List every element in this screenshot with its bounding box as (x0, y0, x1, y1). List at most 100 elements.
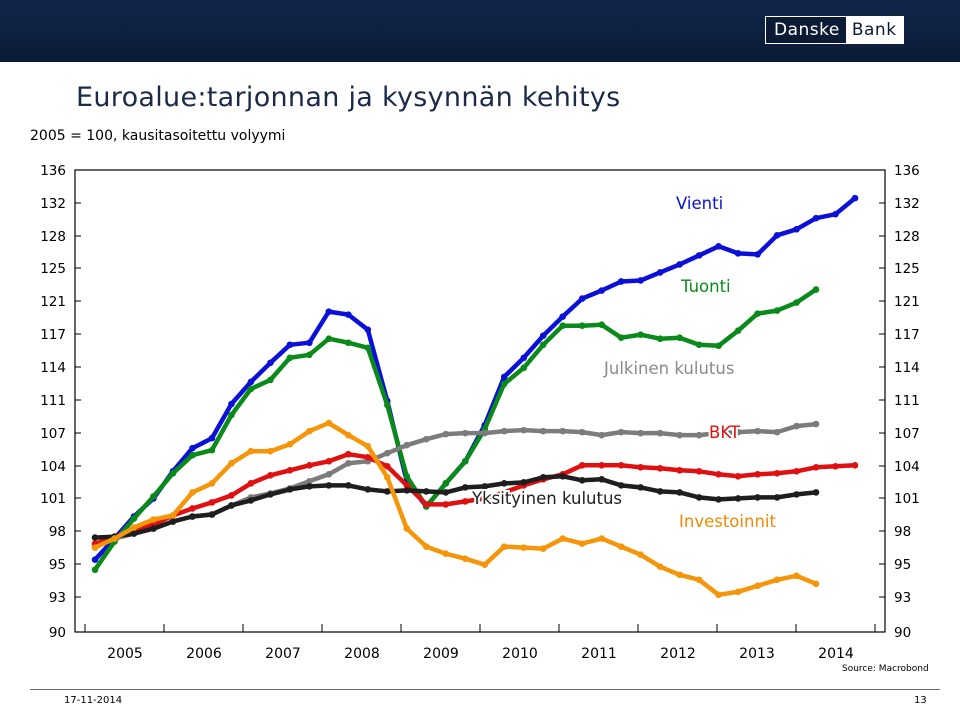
data-point-yksityinen-kulutus (189, 513, 196, 520)
x-tick-label: 2010 (502, 646, 538, 662)
data-point-bkt (832, 462, 839, 470)
data-point-investoinnit (306, 427, 313, 435)
y-tick-label-left: 136 (40, 163, 66, 179)
data-point-tuonti (189, 451, 196, 459)
data-point-tuonti (812, 286, 820, 293)
data-point-investoinnit (150, 516, 157, 523)
data-point-julkinen-kulutus (442, 430, 450, 438)
data-point-bkt (812, 463, 820, 471)
data-point-investoinnit (773, 576, 781, 584)
data-point-tuonti (500, 380, 508, 388)
series-annotation-yksityinen-kulutus: Yksityinen kulutus (471, 489, 622, 508)
data-point-investoinnit (461, 555, 469, 562)
data-point-julkinen-kulutus (715, 429, 722, 437)
data-point-bkt (461, 498, 469, 505)
data-point-investoinnit (364, 442, 372, 450)
data-point-tuonti (247, 385, 255, 393)
data-point-tuonti (228, 411, 235, 419)
data-point-tuonti (715, 342, 722, 350)
data-point-tuonti (442, 480, 450, 487)
data-point-investoinnit (812, 580, 820, 588)
data-point-bkt (676, 467, 683, 474)
data-point-julkinen-kulutus (598, 431, 605, 439)
data-point-tuonti (325, 335, 333, 343)
x-tick-label: 2008 (344, 646, 380, 662)
data-point-tuonti (286, 354, 294, 362)
data-point-investoinnit (520, 544, 528, 551)
x-tick-label: 2007 (265, 646, 301, 662)
data-point-julkinen-kulutus (384, 449, 391, 457)
data-point-vienti (578, 295, 586, 302)
brand-part1: Danske (766, 17, 846, 43)
data-point-julkinen-kulutus (793, 422, 800, 430)
data-point-bkt (384, 462, 391, 470)
data-point-yksityinen-kulutus (481, 483, 489, 490)
data-point-investoinnit (208, 480, 216, 487)
data-point-bkt (695, 468, 703, 475)
data-point-bkt (773, 470, 781, 477)
data-point-julkinen-kulutus (345, 459, 352, 467)
footer-divider (30, 689, 940, 690)
data-point-yksityinen-kulutus (228, 502, 235, 509)
data-point-yksityinen-kulutus (715, 496, 722, 503)
y-tick-label-left: 93 (49, 590, 66, 606)
series-annotation-investoinnit: Investoinnit (679, 512, 776, 531)
data-point-investoinnit (656, 563, 664, 571)
data-point-tuonti (773, 307, 781, 314)
data-point-vienti (656, 269, 664, 276)
data-point-yksityinen-kulutus (91, 534, 99, 541)
data-point-bkt (189, 505, 196, 512)
data-point-vienti (676, 261, 683, 268)
y-tick-label-left: 128 (40, 229, 66, 245)
data-point-investoinnit (481, 561, 489, 569)
data-point-julkinen-kulutus (481, 429, 489, 437)
data-point-vienti (812, 214, 820, 222)
data-point-yksityinen-kulutus (754, 494, 761, 501)
series-annotation-tuonti: Tuonti (680, 277, 731, 296)
data-point-tuonti (559, 322, 566, 329)
data-point-bkt (286, 467, 294, 474)
data-point-tuonti (754, 310, 761, 317)
series-line-tuonti (92, 287, 819, 572)
data-point-investoinnit (793, 572, 800, 580)
data-point-vienti (286, 341, 294, 349)
series-annotation-vienti: Vienti (676, 194, 723, 213)
y-tick-label-right: 104 (894, 459, 920, 475)
data-point-investoinnit (598, 535, 605, 542)
data-point-yksityinen-kulutus (130, 530, 138, 537)
data-point-bkt (228, 492, 235, 499)
y-tick-label-left: 101 (40, 491, 66, 507)
data-point-bkt (345, 450, 352, 458)
data-point-julkinen-kulutus (422, 435, 430, 443)
data-point-yksityinen-kulutus (306, 483, 313, 490)
data-point-bkt (598, 461, 605, 469)
data-point-vienti (793, 225, 800, 233)
data-point-investoinnit (91, 544, 99, 551)
data-point-yksityinen-kulutus (403, 487, 411, 494)
y-tick-label-right: 111 (894, 393, 920, 409)
data-point-bkt (364, 453, 372, 461)
data-point-yksityinen-kulutus (637, 484, 644, 491)
data-point-investoinnit (442, 550, 450, 557)
data-point-bkt (715, 471, 722, 478)
y-tick-label-left: 107 (40, 426, 66, 442)
brand-part2: Bank (845, 17, 903, 43)
data-point-bkt (637, 463, 644, 471)
data-point-investoinnit (267, 447, 274, 455)
data-point-vienti (598, 287, 605, 294)
data-point-julkinen-kulutus (520, 426, 528, 434)
data-point-vienti (228, 400, 235, 408)
y-tick-label-right: 95 (894, 557, 911, 573)
data-point-tuonti (208, 446, 216, 454)
y-tick-label-right: 93 (894, 590, 911, 606)
data-point-yksityinen-kulutus (169, 518, 177, 525)
y-tick-label-left: 111 (40, 393, 66, 409)
data-point-tuonti (384, 401, 391, 409)
data-point-bkt (481, 495, 489, 502)
data-point-tuonti (345, 339, 352, 347)
data-point-yksityinen-kulutus (656, 488, 664, 495)
y-tick-label-left: 114 (40, 360, 66, 376)
chart-subtitle: 2005 = 100, kausitasoitettu volyymi (30, 128, 286, 144)
data-point-tuonti (676, 334, 683, 342)
data-point-tuonti (734, 327, 742, 334)
